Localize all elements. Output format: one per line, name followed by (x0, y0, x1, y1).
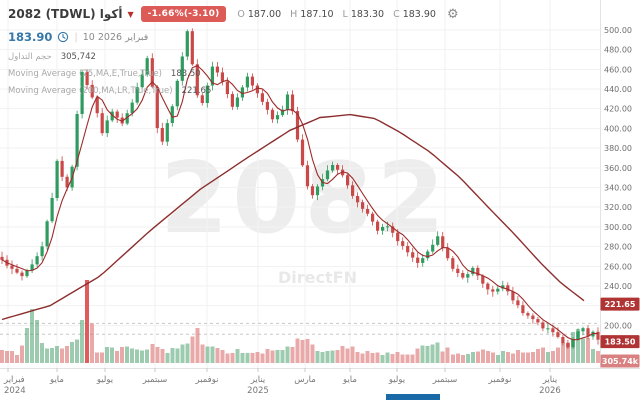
high-value: H 187.10 (290, 8, 334, 20)
chevron-down-icon: ▼ (127, 9, 134, 19)
grid (0, 0, 600, 368)
svg-text:221.65: 221.65 (605, 300, 636, 309)
svg-text:سبتمبر: سبتمبر (432, 375, 457, 385)
svg-text:2024: 2024 (4, 386, 26, 396)
svg-text:يناير: يناير (542, 375, 558, 385)
candles (0, 28, 600, 349)
svg-text:مارس: مارس (294, 375, 316, 385)
svg-text:460.00: 460.00 (604, 65, 632, 74)
change-badge: -1.66%(-3.10) (140, 6, 227, 22)
last-trade-date: 10 2026 فبراير (82, 31, 149, 43)
symbol-title: 2082 (TDWL) أكوا (8, 7, 123, 21)
clock-icon (58, 31, 69, 43)
price-badges: 221.65 183.50 305.74k (600, 297, 640, 368)
last-price: 183.90 (8, 30, 53, 44)
svg-text:يناير: يناير (250, 375, 266, 385)
svg-text:420.00: 420.00 (604, 105, 632, 114)
svg-text:2025: 2025 (247, 386, 269, 396)
gear-icon[interactable]: ⚙ (446, 6, 459, 22)
ohlc-readout: O 187.00 H 187.10 L 183.30 C 183.90 (237, 9, 436, 20)
low-value: L 183.30 (342, 8, 385, 20)
svg-text:500.00: 500.00 (604, 26, 632, 35)
svg-text:فبراير: فبراير (3, 375, 25, 385)
legend-ma25[interactable]: Moving Average (25,MA,E,True,True) 183.5… (8, 69, 201, 79)
svg-text:320.00: 320.00 (604, 203, 632, 212)
svg-text:300.00: 300.00 (604, 223, 632, 232)
price-axis: 500.00 480.00 460.00 440.00 420.00 400.00 380.… (600, 0, 640, 400)
timeline-scrollbar-handle[interactable] (386, 394, 440, 400)
svg-text:305.74k: 305.74k (602, 357, 639, 366)
svg-text:سبتمبر: سبتمبر (142, 375, 167, 385)
svg-text:380.00: 380.00 (604, 144, 632, 153)
svg-text:يوليو: يوليو (388, 375, 406, 385)
svg-text:340.00: 340.00 (604, 184, 632, 193)
svg-text:480.00: 480.00 (604, 46, 632, 55)
close-value: C 183.90 (393, 8, 436, 20)
svg-text:200.00: 200.00 (604, 321, 632, 330)
ma200-line (1, 113, 585, 321)
svg-text:2026: 2026 (539, 386, 561, 396)
ma25-line (1, 64, 599, 341)
svg-text:240.00: 240.00 (604, 282, 632, 291)
svg-text:مايو: مايو (49, 375, 64, 385)
svg-text:360.00: 360.00 (604, 164, 632, 173)
chart-header: 2082 (TDWL) أكوا ▼ -1.66%(-3.10) O 187.00… (8, 5, 459, 96)
svg-text:نوفمبر: نوفمبر (195, 375, 219, 385)
svg-text:يوليو: يوليو (96, 375, 114, 385)
svg-text:183.50: 183.50 (605, 338, 636, 347)
divider: | (74, 31, 78, 43)
svg-text:نوفمبر: نوفمبر (488, 375, 512, 385)
legend-ma200[interactable]: Moving Average (200,MA,LR,True,True) 221… (8, 86, 212, 96)
symbol-selector[interactable]: 2082 (TDWL) أكوا ▼ (8, 7, 134, 21)
open-value: O 187.00 (237, 8, 282, 20)
vendor-watermark: DirectFN (278, 268, 357, 287)
svg-text:260.00: 260.00 (604, 262, 632, 271)
volume-bars (0, 280, 600, 363)
svg-text:مايو: مايو (342, 375, 357, 385)
svg-text:400.00: 400.00 (604, 124, 632, 133)
svg-text:440.00: 440.00 (604, 85, 632, 94)
legend-volume[interactable]: حجم التداول 305,742 (8, 52, 96, 62)
svg-text:280.00: 280.00 (604, 243, 632, 252)
